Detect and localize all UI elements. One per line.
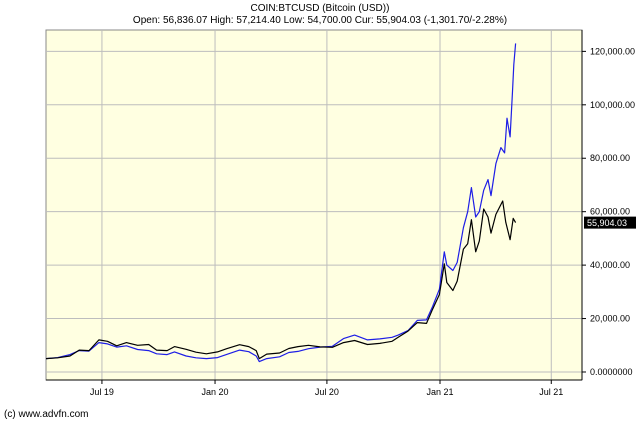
x-tick-label: Jan 20	[202, 387, 229, 397]
current-value-badge	[584, 216, 636, 229]
x-tick-label: Jul 19	[90, 387, 114, 397]
price-series-line	[45, 200, 517, 360]
x-tick-label: Jul 21	[539, 387, 563, 397]
x-tick-label: Jul 20	[315, 387, 339, 397]
y-tick-label: 20,000.00	[590, 314, 630, 324]
y-tick-label: 60,000.00	[590, 207, 630, 217]
chart-title: COIN:BTCUSD (Bitcoin (USD))	[250, 3, 390, 14]
y-tick-label: 120,000.00	[590, 46, 635, 56]
y-tick-label: 80,000.00	[590, 153, 630, 163]
site-credit: (c) www.advfn.com	[4, 409, 89, 420]
plot-area	[45, 29, 583, 381]
y-tick-label: 0.0000000	[590, 367, 633, 377]
comparison-series-line	[45, 43, 517, 363]
current-value-label: 55,904.03	[587, 218, 627, 228]
y-tick-label: 40,000.00	[590, 260, 630, 270]
y-tick-label: 100,000.00	[590, 100, 635, 110]
chart-subtitle: Open: 56,836.07 High: 57,214.40 Low: 54,…	[132, 15, 508, 26]
x-tick-label: Jan 21	[426, 387, 453, 397]
